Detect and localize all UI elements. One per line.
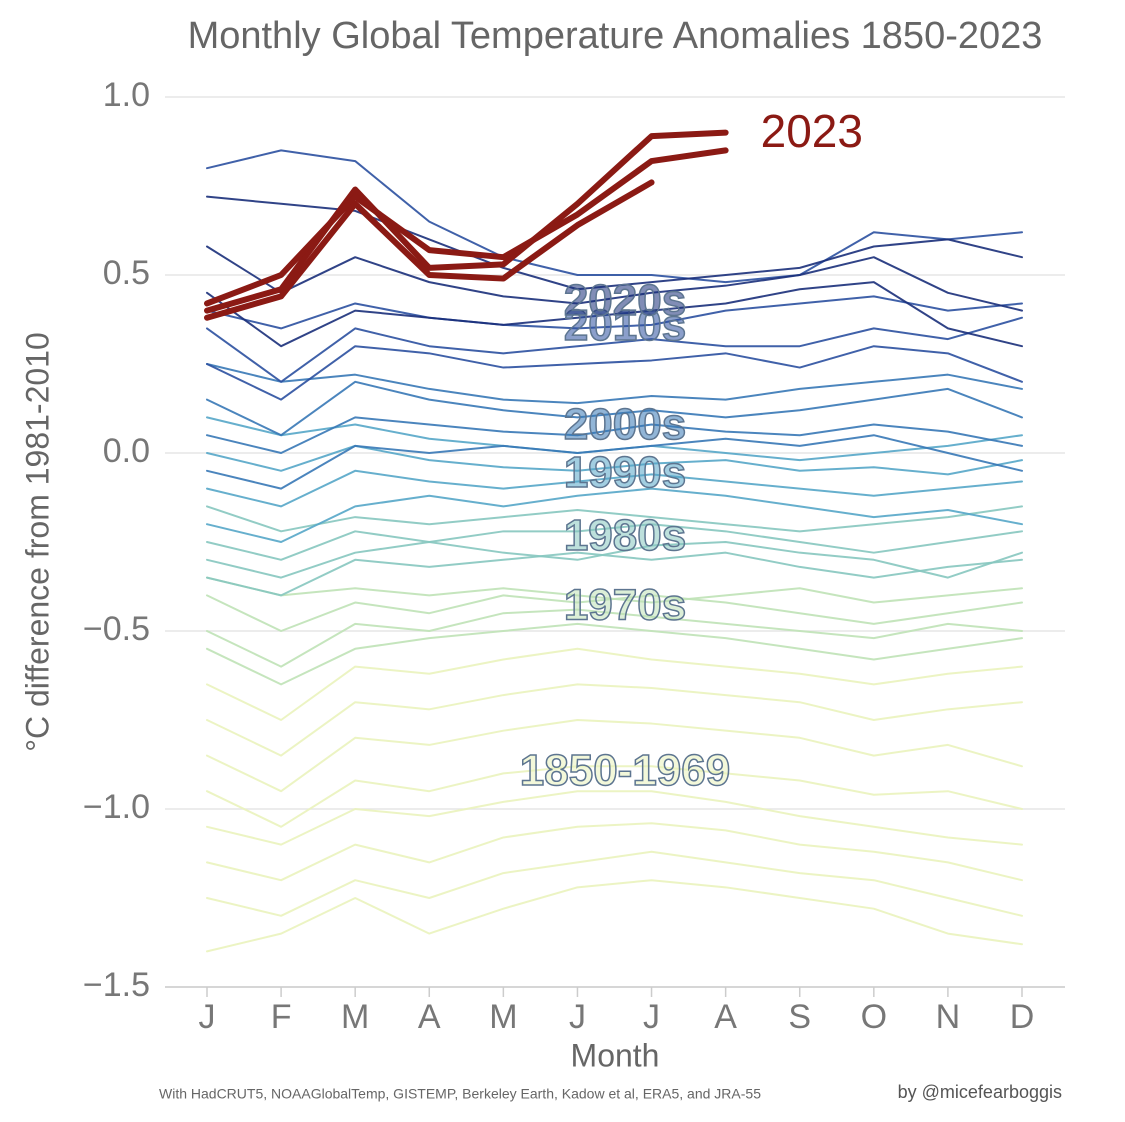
data-line: [206, 608, 1023, 668]
series-label: 1990s: [564, 448, 686, 497]
data-line: [206, 469, 1023, 508]
series-label: 1850-1969: [520, 746, 730, 795]
series-label: 2010s: [564, 301, 686, 350]
data-line: [204, 147, 729, 307]
y-tick-label: −0.5: [83, 610, 150, 648]
y-tick-label: 1.0: [103, 76, 150, 114]
series-label: 2000s: [564, 400, 686, 449]
data-line: [206, 541, 1023, 579]
series-label: 2020s: [564, 276, 686, 325]
data-line: [204, 179, 655, 321]
data-line: [204, 129, 729, 314]
y-tick-label: −1.0: [83, 788, 150, 826]
series-label: 2023: [761, 105, 863, 157]
data-line: [206, 879, 1023, 953]
data-line: [206, 647, 1023, 721]
x-tick-label: F: [271, 998, 292, 1036]
data-line: [206, 790, 1023, 846]
x-axis-label: Month: [571, 1037, 660, 1073]
x-tick-label: S: [788, 998, 811, 1036]
source-note: With HadCRUT5, NOAAGlobalTemp, GISTEMP, …: [159, 1086, 761, 1102]
data-line: [206, 487, 1023, 543]
y-axis-label: °C difference from 1981-2010: [19, 332, 55, 752]
credit: by @micefearboggis: [898, 1082, 1062, 1102]
data-line: [206, 416, 1023, 454]
data-line: [206, 281, 1023, 348]
data-line: [206, 822, 1023, 882]
data-line: [206, 551, 1023, 597]
data-line: [206, 149, 1023, 284]
data-line: [206, 380, 1023, 437]
chart-title: Monthly Global Temperature Anomalies 185…: [188, 15, 1043, 57]
x-tick-label: A: [714, 998, 737, 1036]
data-line: [206, 765, 1023, 828]
data-line: [206, 719, 1023, 793]
data-line: [206, 363, 1023, 405]
data-line: [206, 505, 1023, 533]
data-line: [206, 576, 1023, 604]
x-tick-label: M: [489, 998, 517, 1036]
x-tick-label: A: [418, 998, 441, 1036]
data-line: [206, 316, 1023, 383]
x-tick-label: M: [341, 998, 369, 1036]
data-line: [206, 444, 1023, 476]
x-tick-label: J: [569, 998, 586, 1036]
x-tick-label: N: [936, 998, 961, 1036]
x-tick-label: J: [643, 998, 660, 1036]
x-tick-label: J: [199, 998, 216, 1036]
series-label: 1970s: [564, 580, 686, 629]
y-tick-label: −1.5: [83, 966, 150, 1004]
data-line: [206, 345, 1023, 401]
data-line: [206, 434, 1023, 490]
y-tick-label: 0.5: [103, 254, 150, 292]
data-line: [206, 245, 1023, 312]
data-line: [206, 295, 1023, 330]
x-tick-label: D: [1010, 998, 1035, 1036]
data-line: [206, 523, 1023, 561]
data-line: [206, 683, 1023, 757]
data-line: [206, 850, 1023, 917]
y-tick-label: 0.0: [103, 432, 150, 470]
series-label: 1980s: [564, 511, 686, 560]
x-tick-label: O: [861, 998, 887, 1036]
data-line: [206, 622, 1023, 686]
